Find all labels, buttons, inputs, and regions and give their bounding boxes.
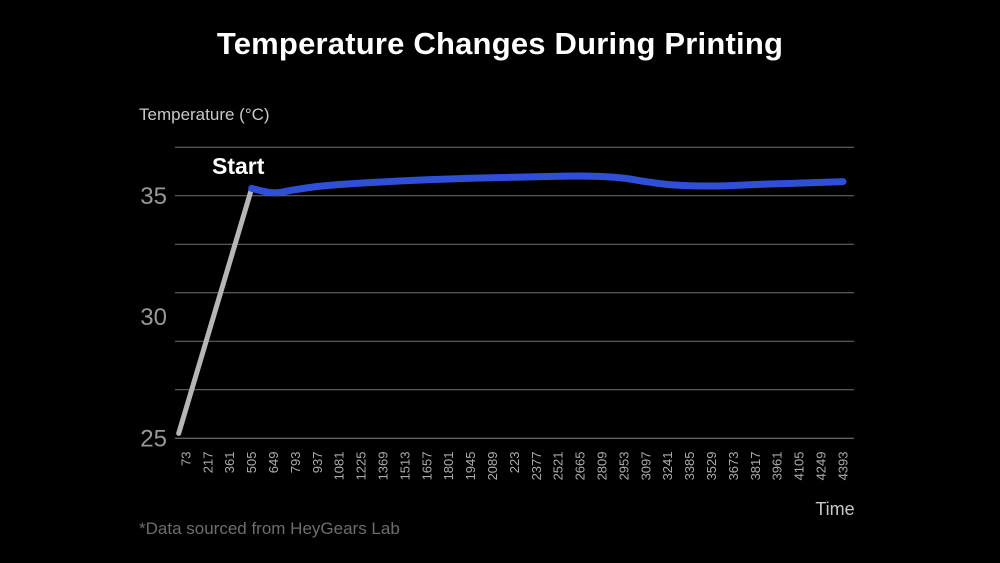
warmup-line xyxy=(176,185,255,436)
x-tick-label: 1801 xyxy=(441,452,456,481)
x-tick-label: 3529 xyxy=(704,452,719,481)
x-tick-label: 2521 xyxy=(551,452,566,481)
chart-title: Temperature Changes During Printing xyxy=(216,26,784,61)
x-tick-label: 649 xyxy=(266,452,281,474)
start-annotation: Start xyxy=(212,153,265,179)
x-tick-label: 3097 xyxy=(638,452,653,481)
x-tick-label: 2953 xyxy=(616,452,631,481)
x-tick-label: 1225 xyxy=(354,452,369,481)
x-tick-label: 1945 xyxy=(463,452,478,481)
y-tick-label: 35 xyxy=(140,183,167,210)
x-tick-label: 1513 xyxy=(397,452,412,481)
x-tick-label: 223 xyxy=(507,452,522,474)
x-axis-title: Time xyxy=(815,499,855,519)
x-tick-label: 217 xyxy=(200,452,215,474)
x-tick-label: 2377 xyxy=(529,452,544,481)
x-tick-label: 1369 xyxy=(376,452,391,481)
x-tick-label: 4105 xyxy=(792,452,807,481)
x-tick-label: 3961 xyxy=(770,452,785,481)
data-source-footnote: *Data sourced from HeyGears Lab xyxy=(139,519,400,538)
printing-line xyxy=(248,172,847,197)
x-tick-label: 3817 xyxy=(748,452,763,481)
x-tick-label: 2809 xyxy=(595,452,610,481)
x-tick-label: 2665 xyxy=(573,452,588,481)
x-tick-label: 361 xyxy=(222,452,237,474)
x-tick-label: 73 xyxy=(178,452,193,466)
x-tick-label: 4393 xyxy=(835,452,850,481)
x-tick-label: 793 xyxy=(288,452,303,474)
x-tick-label: 4249 xyxy=(814,452,829,481)
x-tick-label: 3673 xyxy=(726,452,741,481)
x-tick-label: 2089 xyxy=(485,451,500,480)
y-tick-label: 30 xyxy=(140,304,167,331)
x-tick-label: 1657 xyxy=(419,452,434,481)
x-tick-label: 3385 xyxy=(682,452,697,481)
y-axis-title: Temperature (°C) xyxy=(139,105,270,124)
x-tick-label: 505 xyxy=(244,452,259,474)
y-tick-label: 25 xyxy=(140,425,167,452)
x-tick-label: 937 xyxy=(310,452,325,474)
x-tick-label: 3241 xyxy=(660,452,675,481)
x-tick-label: 1081 xyxy=(332,452,347,481)
